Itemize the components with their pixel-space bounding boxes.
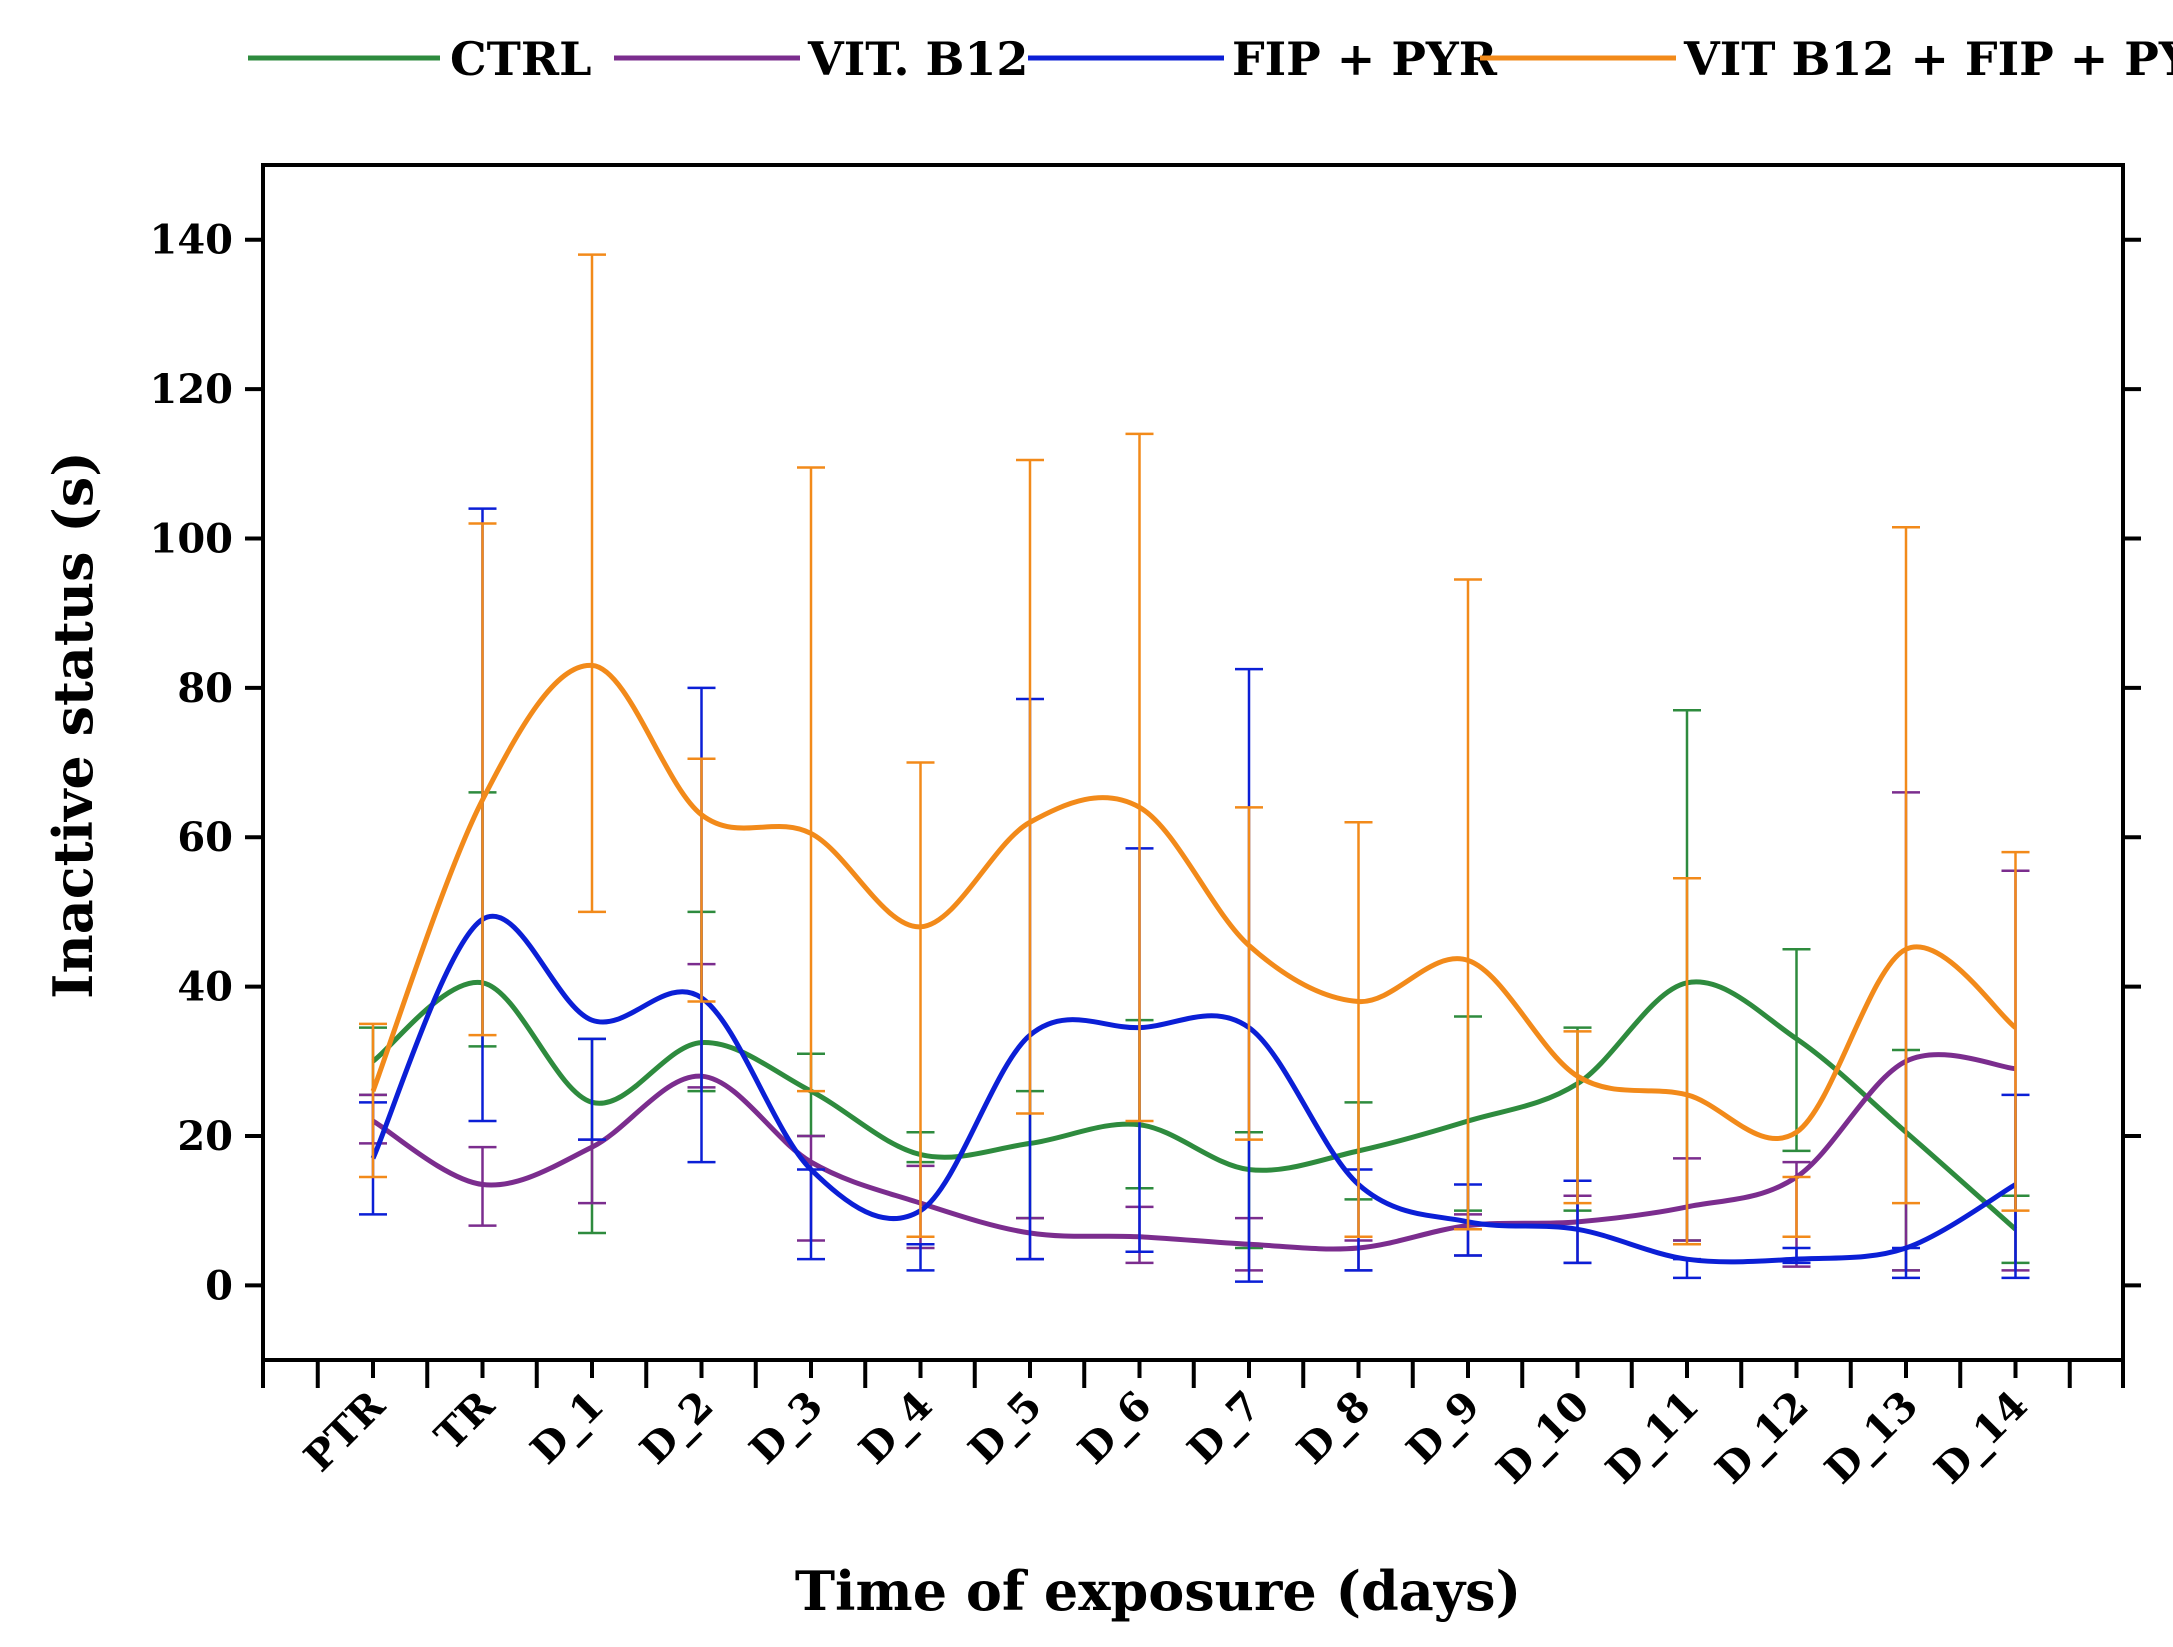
- x-tick-label: D_10: [1487, 1382, 1598, 1493]
- x-tick-label: D_14: [1925, 1382, 2036, 1493]
- x-tick-label: D_3: [740, 1382, 832, 1474]
- series-line: [370, 913, 2017, 1265]
- y-tick-label: 60: [177, 814, 233, 861]
- series-1: [359, 791, 2030, 1272]
- series-3: [359, 253, 2030, 1246]
- y-tick-label: 0: [205, 1262, 233, 1309]
- series-line: [371, 1052, 2016, 1252]
- x-axis-ticks: PTR TR D_1 D_2 D_3 D_4 D_5 D_6 D_7 D_8 D_9D_10D_11…: [261, 1360, 2125, 1493]
- x-tick-label: D_7: [1178, 1382, 1270, 1474]
- x-tick-label: D_8: [1288, 1382, 1380, 1474]
- y-tick-label: 140: [150, 217, 234, 264]
- x-tick-label: TR: [426, 1381, 504, 1459]
- y-axis-ticks: 0 20 40 60 80 100 120 140: [150, 217, 2141, 1309]
- x-tick-label: D_2: [631, 1382, 723, 1474]
- series-line: [371, 979, 2018, 1232]
- legend-label-ctrl: CTRL: [450, 32, 591, 86]
- series-layer: [359, 253, 2030, 1283]
- x-tick-label: D_5: [959, 1382, 1051, 1474]
- legend-label-vitb12: VIT. B12: [807, 32, 1028, 86]
- series-line: [370, 662, 2018, 1141]
- y-axis-label: Inactive status (s): [41, 451, 105, 999]
- series-2: [359, 507, 2030, 1283]
- x-tick-label: D_9: [1397, 1382, 1489, 1474]
- x-tick-label: PTR: [295, 1381, 395, 1481]
- legend-label-fip-pyr: FIP + PYR: [1232, 32, 1498, 86]
- y-tick-label: 20: [177, 1113, 233, 1160]
- y-tick-label: 80: [177, 665, 233, 712]
- plot-frame: [261, 163, 2125, 1362]
- x-tick-label: D_6: [1069, 1382, 1161, 1474]
- x-tick-label: D_12: [1706, 1382, 1817, 1493]
- legend-label-vitb12-fip-pyr: VIT B12 + FIP + PYR: [1683, 32, 2173, 86]
- legend: CTRL VIT. B12 FIP + PYR VIT B12 + FIP + …: [248, 32, 2173, 86]
- y-tick-label: 100: [150, 515, 234, 562]
- x-tick-label: D_11: [1597, 1382, 1708, 1493]
- x-tick-label: D_4: [850, 1382, 942, 1474]
- y-tick-label: 120: [150, 366, 234, 413]
- x-tick-label: D_1: [521, 1382, 613, 1474]
- x-axis-label: Time of exposure (days): [795, 1559, 1521, 1623]
- x-tick-label: D_13: [1816, 1382, 1927, 1493]
- y-tick-label: 40: [177, 964, 233, 1011]
